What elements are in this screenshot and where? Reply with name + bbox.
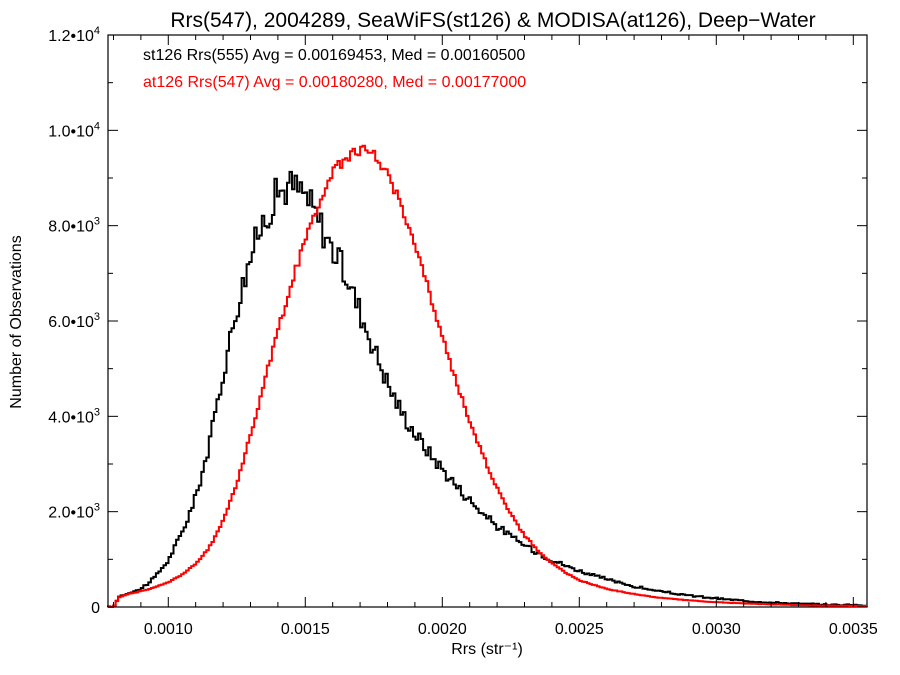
y-tick-label: 1.0•104 [48, 120, 100, 140]
y-tick-label: 2.0•103 [48, 502, 100, 522]
x-tick-label: 0.0020 [418, 621, 467, 638]
series-line-1 [107, 170, 868, 608]
x-tick-label: 0.0030 [692, 621, 741, 638]
y-tick-label: 8.0•103 [48, 216, 100, 236]
legend: st126 Rrs(555) Avg = 0.00169453, Med = 0… [143, 47, 526, 91]
y-axis-label: Number of Observations [8, 235, 25, 408]
x-tick-label: 0.0035 [829, 621, 878, 638]
y-tick-label: 1.2•104 [48, 25, 100, 45]
chart-title: Rrs(547), 2004289, SeaWiFS(st126) & MODI… [170, 9, 815, 32]
legend-entry-2: at126 Rrs(547) Avg = 0.00180280, Med = 0… [143, 74, 526, 91]
y-tick-label: 0 [91, 600, 100, 617]
y-tick-label: 4.0•103 [48, 406, 100, 426]
x-tick-label: 0.0015 [281, 621, 330, 638]
x-tick-label: 0.0025 [555, 621, 604, 638]
plot-area: 0.0010 0.0015 0.0020 0.0025 0.0030 0.0035 0 2.0… [48, 25, 878, 638]
y-tick-label: 6.0•103 [48, 311, 100, 331]
x-axis-label: Rrs (str⁻¹) [451, 641, 523, 658]
legend-entry-1: st126 Rrs(555) Avg = 0.00169453, Med = 0… [143, 47, 525, 64]
x-tick-label: 0.0010 [144, 621, 193, 638]
series-line-2 [108, 144, 868, 608]
